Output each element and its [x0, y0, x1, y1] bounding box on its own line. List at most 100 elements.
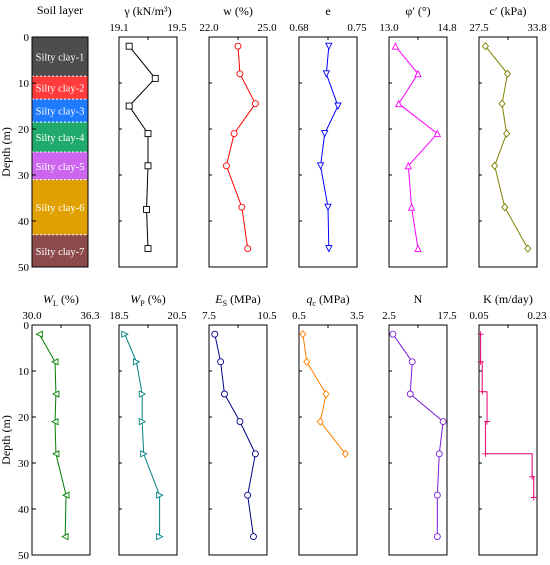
data-point	[414, 244, 422, 253]
panel-title: γ (kN/m³)	[123, 4, 171, 18]
data-point	[156, 532, 164, 541]
soil-layer-title: Soil layer	[37, 3, 83, 17]
data-point	[481, 42, 490, 51]
data-point	[138, 417, 147, 426]
data-point	[244, 491, 252, 499]
soil-layer-label: Silty clay-6	[36, 203, 85, 214]
panel-title: WP (%)	[130, 292, 165, 308]
y-tick-label: 50	[18, 262, 30, 274]
panel-frame	[118, 324, 178, 556]
x-tick-label: 0.5	[292, 310, 306, 322]
data-point	[394, 99, 403, 108]
panel-title-symbol: W	[130, 292, 141, 306]
data-point	[143, 206, 151, 213]
data-point	[234, 42, 242, 50]
data-point	[484, 418, 491, 425]
panel-title: φ′ (°)	[405, 4, 430, 18]
panel-title: c′ (kPa)	[490, 4, 527, 18]
series-line	[124, 334, 161, 537]
panel-title-symbol: q	[306, 292, 312, 306]
panel-4: φ′ (°) 13.0 14.8	[379, 4, 457, 268]
data-point	[414, 69, 422, 78]
data-point	[389, 330, 397, 338]
x-tick-label: 7.5	[202, 310, 216, 322]
x-tick-label: 20.5	[167, 310, 187, 322]
data-point	[325, 42, 333, 51]
soil-layer-band	[32, 37, 88, 77]
soil-layer-label: Silty clay-7	[36, 247, 85, 258]
panel-title-unit: (MPa)	[227, 292, 261, 306]
soil-layer-label: Silty clay-3	[36, 107, 85, 118]
data-point	[491, 161, 499, 170]
panel-11: K (m/day) 0.05 0.23	[469, 292, 547, 556]
x-tick-label: 0.23	[527, 310, 547, 322]
panel-title: qc (MPa)	[306, 292, 349, 308]
data-point	[316, 162, 325, 170]
x-tick-label: 33.8	[527, 22, 547, 34]
data-point	[211, 330, 219, 338]
panel-title-subscript: L	[53, 299, 58, 308]
panel-title: K (m/day)	[483, 292, 533, 306]
panel-10: N 2.5 17.5	[382, 292, 457, 556]
x-tick-label: 2.5	[382, 310, 396, 322]
x-tick-label: 3.5	[350, 310, 364, 322]
y-tick-label: 0	[24, 320, 30, 332]
depth-axis-top: 0 10 20 30 40 50 Depth (m)	[0, 32, 36, 274]
y-tick-label: 40	[18, 504, 30, 516]
x-tick-label: 19.1	[109, 22, 128, 34]
panel-title: w (%)	[223, 4, 253, 18]
data-point	[144, 130, 152, 138]
data-point	[433, 533, 441, 541]
data-point	[479, 388, 486, 395]
data-point	[303, 357, 311, 366]
data-point	[316, 417, 324, 426]
series-line	[480, 334, 535, 498]
panel-9: qc (MPa)0.5 3.5	[292, 292, 364, 556]
soil-layer-panel: Soil layer Silty clay-1 Silty clay-2 Silty …	[31, 3, 89, 268]
data-point	[221, 390, 228, 398]
panel-title: e	[325, 4, 330, 18]
x-tick-label: 19.5	[167, 22, 187, 34]
soil-layer-band	[32, 152, 88, 180]
x-tick-label: 17.5	[437, 310, 457, 322]
data-point	[435, 450, 443, 458]
data-point	[439, 418, 447, 426]
panel-7: WP (%)18.5 20.5	[109, 292, 187, 556]
panel-title: N	[414, 292, 423, 306]
series-line	[320, 46, 339, 249]
panel-title-subscript: P	[140, 299, 145, 308]
data-point	[251, 450, 259, 458]
panel-title: WL (%)	[43, 292, 79, 308]
data-point	[477, 331, 484, 338]
data-point	[324, 203, 332, 212]
soil-layer-label: Silty clay-5	[36, 162, 85, 173]
data-point	[334, 102, 342, 111]
soil-layer-frame	[31, 36, 89, 268]
panel-8: ES (MPa) 7.5 10.5	[202, 292, 277, 556]
panel-title-unit: (%)	[58, 292, 79, 306]
data-point	[125, 102, 133, 110]
data-point	[236, 70, 244, 78]
data-point	[222, 162, 230, 170]
soil-layer-label: Silty clay-2	[36, 84, 85, 95]
data-point	[238, 203, 246, 211]
y-tick-label: 30	[18, 458, 30, 470]
data-point	[482, 450, 489, 457]
panel-title: ES (MPa)	[214, 292, 260, 308]
data-point	[391, 42, 400, 50]
data-point	[244, 245, 252, 253]
data-point	[51, 450, 60, 458]
y-tick-label: 10	[18, 78, 30, 90]
panel-frame	[478, 324, 538, 556]
data-point	[230, 130, 238, 138]
x-tick-label: 0.68	[289, 22, 309, 34]
soil-layer-band	[32, 76, 88, 100]
panel-frame	[388, 324, 448, 556]
data-point	[251, 100, 259, 108]
soil-layer-band	[32, 234, 88, 267]
data-point	[51, 390, 60, 398]
x-tick-label: 10.5	[257, 310, 277, 322]
data-point	[524, 244, 532, 253]
data-point	[320, 130, 329, 138]
